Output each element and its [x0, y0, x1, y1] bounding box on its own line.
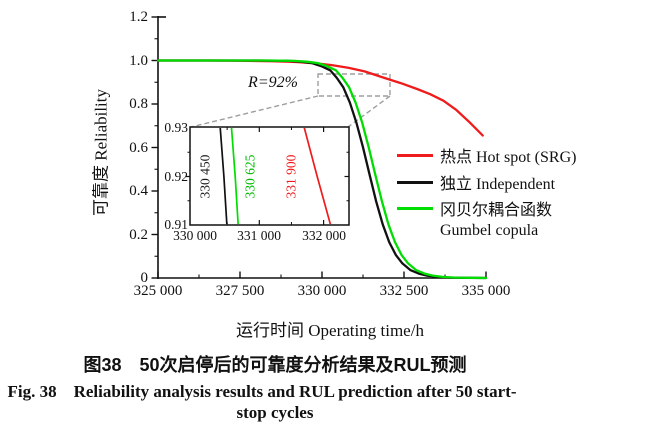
inset-x-tick-label: 330 000: [173, 228, 217, 243]
legend-line-sample: [397, 180, 433, 184]
inset-x-tick-label: 332 000: [302, 228, 346, 243]
legend-label: 热点 Hot spot (SRG): [440, 149, 577, 166]
x-tick-label: 335 000: [461, 283, 511, 299]
inset-y-tick-label: 0.92: [164, 169, 188, 184]
inset-crossing-label: 330 450: [197, 154, 213, 199]
caption-en-line2: stop cycles: [236, 403, 314, 422]
y-tick-label: 1.0: [129, 53, 148, 69]
x-tick-label: 330 000: [297, 283, 347, 299]
inset-y-tick-label: 0.93: [164, 120, 188, 135]
inset-crossing-label: 330 625: [242, 154, 258, 199]
legend-label-line2: Gumbel copula: [440, 222, 539, 239]
x-tick-label: 327 500: [215, 283, 265, 299]
threshold-annotation: R=92%: [248, 74, 298, 91]
y-tick-label: 0.4: [129, 183, 148, 199]
caption-en-line1: Fig. 38 Reliability analysis results and…: [7, 382, 517, 401]
zoom-connector-left: [190, 95, 319, 128]
x-tick-label: 332 500: [379, 283, 429, 299]
inset-frame: [189, 126, 350, 226]
legend-line-sample: [397, 206, 433, 210]
legend-label: 冈贝尔耦合函数: [440, 202, 553, 219]
inset-y-tick-label: 0.91: [164, 217, 188, 232]
x-tick-label: 325 000: [133, 283, 183, 299]
y-tick-label: 0: [140, 270, 149, 286]
inset-crossing-label: 331 900: [283, 154, 299, 199]
legend-item: 热点 Hot spot (SRG): [397, 145, 577, 166]
curve-gumbel-copula: [156, 59, 488, 280]
legend-item: 冈贝尔耦合函数: [397, 198, 553, 219]
legend-item: 独立 Independent: [397, 172, 556, 193]
caption-zh: 图38 50次启停后的可靠度分析结果及RUL预测: [83, 355, 467, 375]
y-tick-label: 0.6: [129, 140, 148, 156]
legend-line-sample: [397, 153, 433, 157]
y-tick-label: 0.2: [129, 227, 148, 243]
y-tick-label: 1.2: [129, 9, 148, 25]
y-tick-label: 0.8: [129, 96, 148, 112]
x-axis-title: 运行时间 Operating time/h: [236, 321, 424, 340]
inset-x-tick-label: 331 000: [237, 228, 281, 243]
legend-label: 独立 Independent: [440, 176, 556, 193]
